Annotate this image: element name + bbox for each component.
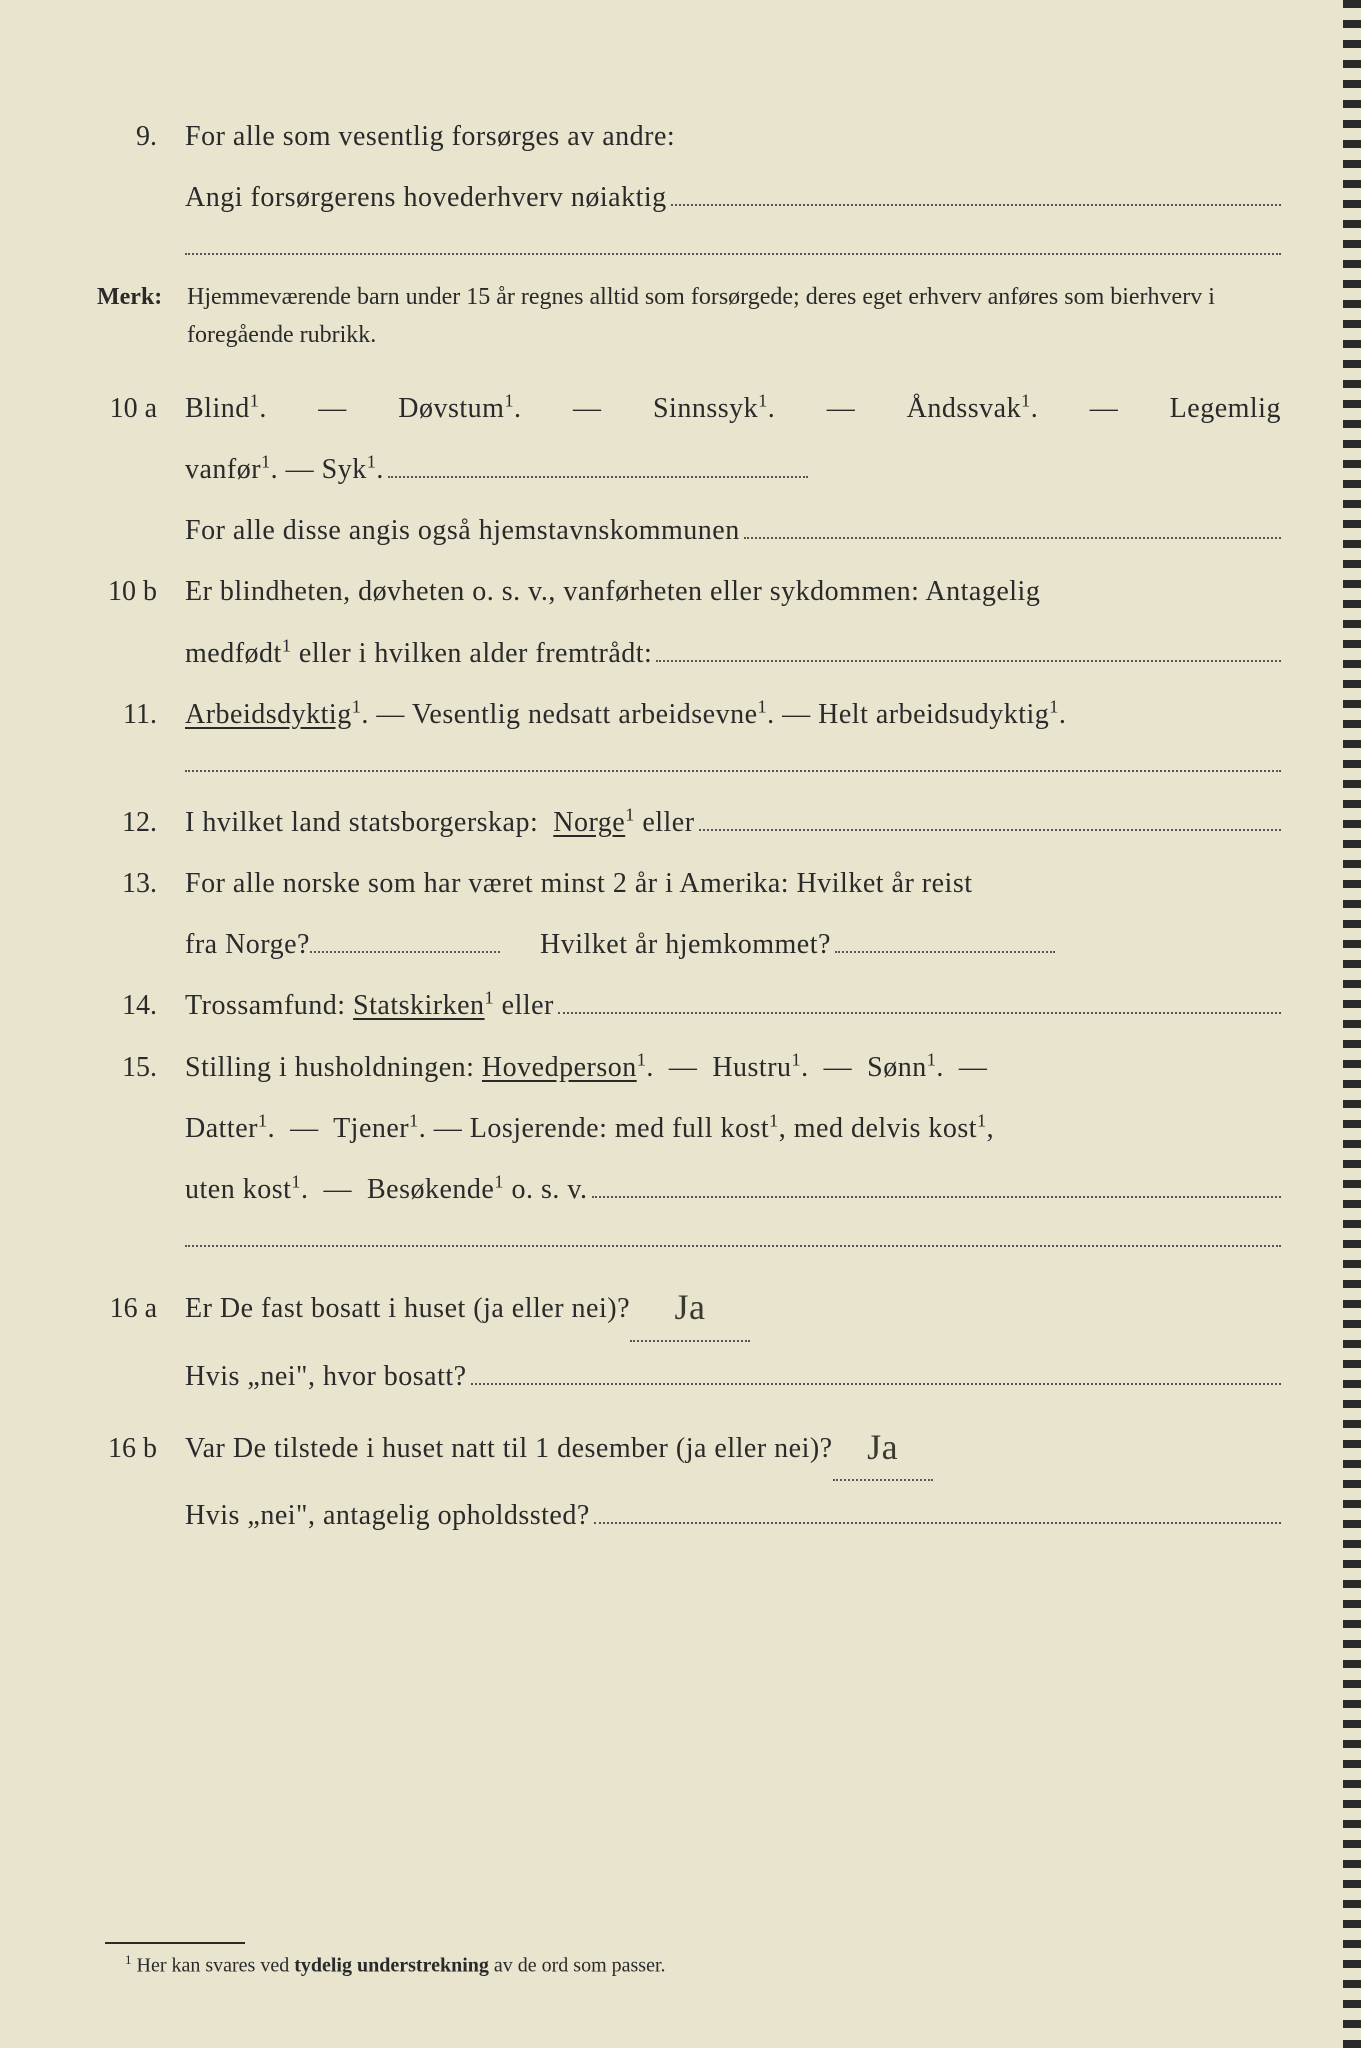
question-16b: 16 b Var De tilstede i huset natt til 1 …: [95, 1411, 1281, 1481]
opt-tjener[interactable]: Tjener: [333, 1113, 409, 1144]
opt-arbeidsdyktig[interactable]: Arbeidsdyktig: [185, 699, 352, 730]
q16a-line2-row: Hvis „nei", hvor bosatt?: [95, 1350, 1281, 1403]
q9-line2-row: Angi forsørgerens hovederhverv nøiaktig: [95, 171, 1281, 224]
q11-number: 11.: [95, 688, 185, 741]
question-14: 14. Trossamfund: Statskirken1 eller: [95, 979, 1281, 1032]
footnote-area: 1 Her kan svares ved tydelig understrekn…: [95, 1942, 1281, 1978]
opt-vanfor[interactable]: vanfør: [185, 454, 261, 485]
q10b-number: 10 b: [95, 565, 185, 618]
q13-blank1[interactable]: [310, 951, 500, 953]
q16a-blank[interactable]: [471, 1352, 1281, 1385]
opt-andssvak[interactable]: Åndssvak: [907, 393, 1021, 424]
q10b-line2-row: medfødt1 eller i hvilken alder fremtrådt…: [95, 627, 1281, 680]
q10a-line3-row: For alle disse angis også hjemstavnskomm…: [95, 504, 1281, 557]
note-text: Hjemmeværende barn under 15 år regnes al…: [187, 279, 1281, 353]
opt-dovstum[interactable]: Døvstum: [398, 393, 504, 424]
q14-number: 14.: [95, 979, 185, 1032]
opt-legemlig: Legemlig: [1170, 382, 1281, 435]
separator-2: [185, 769, 1281, 772]
footnote-rule: [105, 1942, 245, 1944]
question-10b: 10 b Er blindheten, døvheten o. s. v., v…: [95, 565, 1281, 618]
q10a-line3: For alle disse angis også hjemstavnskomm…: [185, 504, 740, 557]
opt-datter[interactable]: Datter: [185, 1113, 258, 1144]
q13-blank2[interactable]: [835, 920, 1055, 953]
q15-line3-row: uten kost1. — Besøkende1 o. s. v.: [95, 1163, 1281, 1216]
q10b-line1: Er blindheten, døvheten o. s. v., vanfør…: [185, 565, 1281, 618]
q10a-number: 10 a: [95, 382, 185, 435]
note-label: Merk:: [95, 284, 187, 311]
question-15: 15. Stilling i husholdningen: Hovedperso…: [95, 1041, 1281, 1094]
opt-statskirken[interactable]: Statskirken: [353, 990, 485, 1021]
q10a-blank2[interactable]: [744, 506, 1281, 539]
separator-3: [185, 1244, 1281, 1247]
q16a-answer: Ja: [675, 1287, 706, 1327]
separator: [185, 252, 1281, 255]
q16b-blank[interactable]: [594, 1491, 1281, 1524]
question-11: 11. Arbeidsdyktig1. — Vesentlig nedsatt …: [95, 688, 1281, 741]
q10a-blank[interactable]: [388, 445, 808, 478]
question-12: 12. I hvilket land statsborgerskap: Norg…: [95, 796, 1281, 849]
q15-blank[interactable]: [592, 1165, 1281, 1198]
q15-line2-row: Datter1. — Tjener1. — Losjerende: med fu…: [95, 1102, 1281, 1155]
opt-medfodt[interactable]: medfødt: [185, 638, 282, 669]
q16b-line2-row: Hvis „nei", antagelig opholdssted?: [95, 1489, 1281, 1542]
opt-blind[interactable]: Blind: [185, 393, 250, 424]
q9-number: 9.: [95, 110, 185, 163]
q9-line2: Angi forsørgerens hovederhverv nøiaktig: [185, 171, 667, 224]
opt-norge[interactable]: Norge: [553, 807, 625, 838]
q12-blank[interactable]: [699, 798, 1281, 831]
q16b-answer-field[interactable]: Ja: [833, 1411, 933, 1481]
question-10a: 10 a Blind1. — Døvstum1. — Sinnssyk1. — …: [95, 382, 1281, 435]
opt-sonn[interactable]: Sønn: [867, 1052, 927, 1083]
q14-blank[interactable]: [558, 982, 1281, 1015]
q13-line1: For alle norske som har været minst 2 år…: [185, 857, 1281, 910]
opt-hustru[interactable]: Hustru: [712, 1052, 791, 1083]
q10a-line2-row: vanfør1. — Syk1.: [95, 443, 1281, 496]
question-16a: 16 a Er De fast bosatt i huset (ja eller…: [95, 1271, 1281, 1341]
q16a-answer-field[interactable]: Ja: [630, 1271, 750, 1341]
q15-number: 15.: [95, 1041, 185, 1094]
opt-nedsatt[interactable]: Vesentlig nedsatt arbeidsevne: [412, 699, 758, 730]
question-13: 13. For alle norske som har været minst …: [95, 857, 1281, 910]
question-9: 9. For alle som vesentlig forsørges av a…: [95, 110, 1281, 163]
q12-number: 12.: [95, 796, 185, 849]
note-row: Merk: Hjemmeværende barn under 15 år reg…: [95, 279, 1281, 353]
q16b-answer: Ja: [867, 1427, 898, 1467]
opt-besokende[interactable]: Besøkende: [367, 1174, 494, 1205]
q16b-number: 16 b: [95, 1422, 185, 1475]
footnote: 1 Her kan svares ved tydelig understrekn…: [125, 1952, 1281, 1978]
q16a-number: 16 a: [95, 1282, 185, 1335]
opt-udyktig[interactable]: Helt arbeidsudyktig: [818, 699, 1049, 730]
q13-line2-row: fra Norge? Hvilket år hjemkommet?: [95, 918, 1281, 971]
opt-uten-kost[interactable]: uten kost: [185, 1174, 291, 1205]
opt-hovedperson[interactable]: Hovedperson: [482, 1052, 637, 1083]
q13-number: 13.: [95, 857, 185, 910]
opt-syk[interactable]: Syk: [322, 454, 367, 485]
census-form-page: 9. For alle som vesentlig forsørges av a…: [0, 0, 1361, 2048]
q10b-blank[interactable]: [656, 629, 1281, 662]
q9-blank[interactable]: [671, 173, 1281, 206]
opt-sinnssyk[interactable]: Sinnssyk: [653, 393, 758, 424]
q9-line1: For alle som vesentlig forsørges av andr…: [185, 110, 1281, 163]
